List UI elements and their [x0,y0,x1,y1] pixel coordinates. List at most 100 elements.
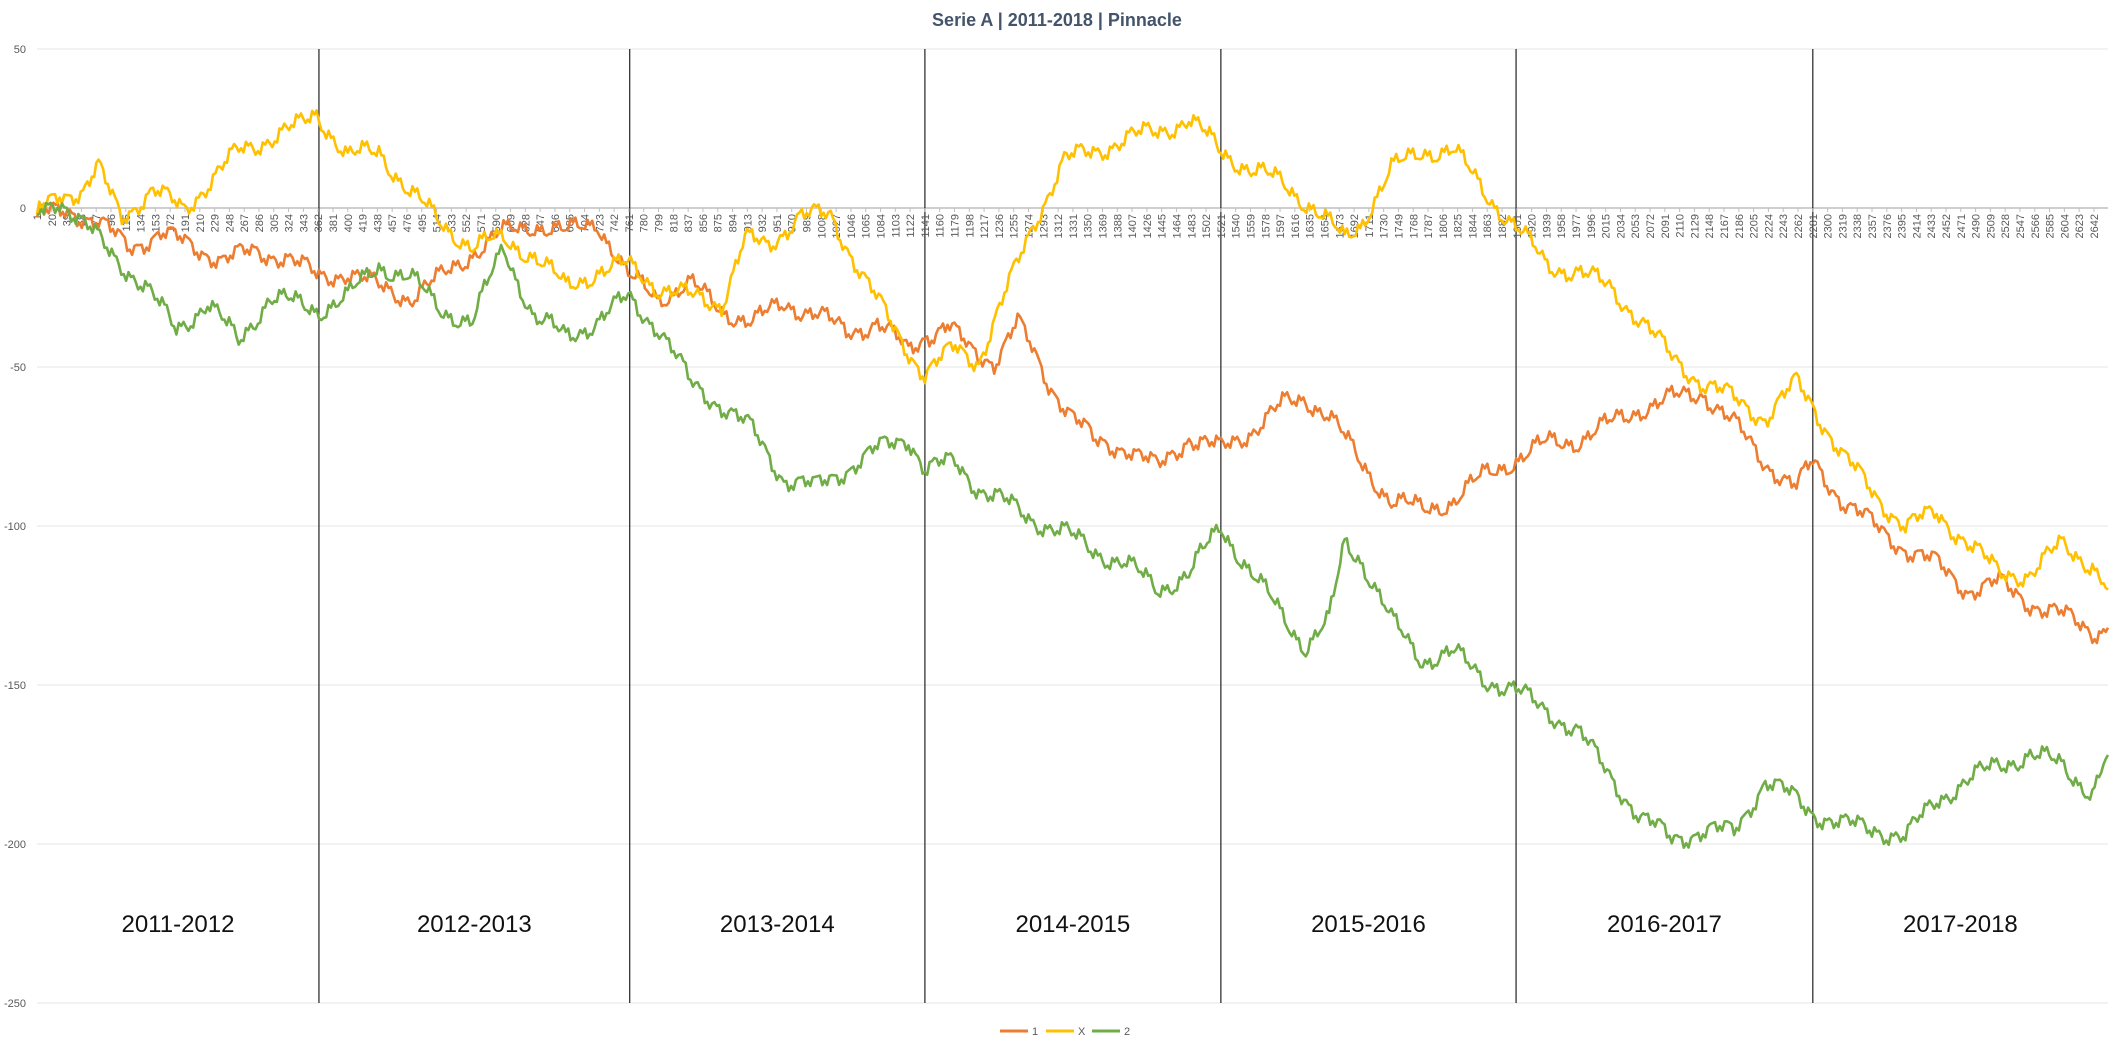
season-label: 2013-2014 [720,911,835,938]
x-tick-label: 2262 [1793,214,1805,238]
y-tick-label: 0 [20,203,26,215]
x-tick-label: 1255 [1009,214,1021,238]
x-tick-label: 1920 [1527,214,1539,238]
x-tick-label: 951 [772,214,784,232]
x-tick-label: 875 [713,214,725,232]
x-tick-label: 1426 [1142,214,1154,238]
x-tick-label: 248 [224,214,236,232]
gridlines [37,48,2108,1004]
y-axis-ticks: 50 0 -50 -100 -150 -200 -250 [4,44,26,1010]
x-tick-label: 267 [239,214,251,232]
x-tick-label: 894 [728,214,740,232]
x-tick-label: 1160 [935,214,947,238]
y-tick-label: -50 [10,362,26,374]
x-tick-label: 2110 [1675,214,1687,238]
x-tick-label: 2072 [1645,214,1657,238]
x-tick-label: 134 [136,214,148,232]
series-line-1 [35,201,2110,645]
x-tick-label: 1103 [890,214,902,238]
chart-title: Serie A | 2011-2018 | Pinnacle [932,10,1182,30]
x-tick-label: 1502 [1201,214,1213,238]
y-tick-label: -150 [4,680,26,692]
season-labels: 2011-2012 2012-2013 2013-2014 2014-2015 2015… [121,911,2017,938]
x-tick-label: 2490 [1971,214,1983,238]
x-tick-label: 799 [654,214,666,232]
x-tick-label: 1939 [1541,214,1553,238]
x-tick-label: 381 [328,214,340,232]
x-tick-label: 2091 [1660,214,1672,238]
x-tick-label: 590 [491,214,503,232]
x-tick-label: 2623 [2074,214,2086,238]
x-tick-label: 1407 [1127,214,1139,238]
x-tick-label: 2015 [1601,214,1613,238]
x-tick-label: 1350 [1083,214,1095,238]
x-tick-label: 419 [358,214,370,232]
x-tick-label: 476 [402,214,414,232]
series-lines [35,109,2110,849]
x-tick-label: 1369 [1097,214,1109,238]
x-tick-label: 438 [372,214,384,232]
x-tick-label: 552 [461,214,473,232]
x-tick-label: 1597 [1275,214,1287,238]
x-tick-label: 1787 [1423,214,1435,238]
x-tick-label: 2053 [1630,214,1642,238]
x-tick-label: 1977 [1571,214,1583,238]
x-tick-label: 2300 [1823,214,1835,238]
x-tick-label: 1179 [950,214,962,238]
x-tick-label: 457 [387,214,399,232]
x-tick-label: 1996 [1586,214,1598,238]
x-tick-label: 2433 [1926,214,1938,238]
x-tick-label: 1635 [1305,214,1317,238]
legend-label-2: 2 [1124,1026,1130,1038]
series-line-X [35,109,2109,591]
x-tick-label: 1730 [1379,214,1391,238]
x-tick-label: 1540 [1231,214,1243,238]
x-tick-label: 2376 [1882,214,1894,238]
x-tick-label: 1445 [1157,214,1169,238]
x-tick-label: 2414 [1911,214,1923,238]
x-tick-label: 2395 [1897,214,1909,238]
x-tick-label: 1331 [1068,214,1080,238]
x-tick-label: 1749 [1393,214,1405,238]
x-tick-label: 1692 [1349,214,1361,238]
x-tick-label: 1141 [920,214,932,238]
x-tick-label: 1046 [846,214,858,238]
x-tick-label: 742 [609,214,621,232]
x-tick-label: 1806 [1438,214,1450,238]
x-tick-label: 1388 [1112,214,1124,238]
x-tick-label: 837 [683,214,695,232]
x-tick-label: 1312 [1053,214,1065,238]
x-tick-label: 2357 [1867,214,1879,238]
x-tick-label: 856 [698,214,710,232]
x-tick-label: 2034 [1615,214,1627,238]
x-tick-label: 1711 [1364,214,1376,238]
x-tick-label: 2338 [1852,214,1864,238]
x-tick-label: 2642 [2089,214,2101,238]
x-tick-label: 932 [757,214,769,232]
x-tick-label: 1274 [1023,214,1035,238]
x-tick-label: 2528 [2000,214,2012,238]
y-tick-label: -200 [4,839,26,851]
x-tick-label: 1578 [1260,214,1272,238]
x-tick-label: 2471 [1956,214,1968,238]
x-tick-label: 2604 [2059,214,2071,238]
x-tick-label: 2224 [1763,214,1775,238]
x-tick-label: 1198 [964,214,976,238]
season-label: 2011-2012 [121,911,234,938]
x-tick-label: 210 [195,214,207,232]
x-tick-label: 1464 [1171,214,1183,238]
x-tick-label: 761 [624,214,636,232]
x-tick-label: 571 [476,214,488,232]
x-tick-label: 533 [446,214,458,232]
x-tick-label: 305 [269,214,281,232]
x-tick-label: 2129 [1689,214,1701,238]
x-axis-ticks: 1 20 39 58 77 96 115 134 153 172 191 210 229 248 267 28… [32,208,2101,238]
legend: 1 X 2 [1000,1026,1130,1038]
season-label: 2017-2018 [1903,911,2018,938]
x-tick-label: 1122 [905,214,917,238]
season-label: 2015-2016 [1311,911,1426,938]
x-tick-label: 2148 [1704,214,1716,238]
x-tick-label: 2509 [1985,214,1997,238]
x-tick-label: 495 [417,214,429,232]
x-tick-label: 1863 [1482,214,1494,238]
